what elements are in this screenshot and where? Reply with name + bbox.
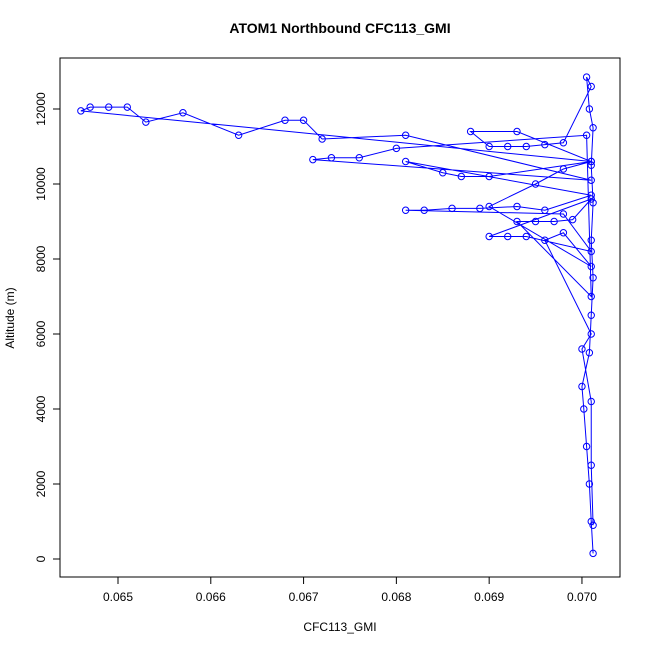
data-point [485, 202, 493, 211]
x-tick-label: 0.068 [381, 590, 411, 604]
y-tick-label: 2000 [34, 470, 48, 497]
data-point [531, 180, 540, 188]
data-point [142, 118, 150, 126]
y-tick-label: 10000 [34, 167, 48, 201]
data-point [392, 144, 401, 153]
data-point [522, 232, 530, 241]
data-point [123, 103, 131, 111]
data-point [401, 157, 410, 166]
data-point [327, 154, 336, 162]
data-point [559, 165, 568, 173]
data-point [485, 232, 493, 241]
data-point [559, 229, 568, 237]
data-point [513, 217, 521, 226]
data-point [420, 206, 428, 214]
data-point [582, 131, 591, 139]
data-point [281, 116, 289, 124]
data-point [504, 232, 512, 241]
data-point [522, 142, 530, 151]
data-point [401, 131, 410, 139]
data-point [513, 127, 521, 136]
y-tick-label: 6000 [34, 320, 48, 347]
data-point [587, 191, 595, 199]
data-point [318, 135, 326, 143]
data-point [585, 480, 594, 488]
x-tick-label: 0.069 [474, 590, 504, 604]
data-point [578, 345, 586, 353]
y-tick-label: 8000 [34, 245, 48, 272]
data-point [355, 154, 363, 162]
data-point [589, 521, 597, 529]
y-axis-label: Altitude (m) [3, 287, 17, 348]
data-point [309, 155, 317, 164]
data-point [587, 176, 595, 184]
data-point [485, 172, 493, 181]
data-point [587, 195, 595, 203]
data-point [587, 397, 595, 406]
data-point [541, 236, 549, 244]
data-point [587, 330, 595, 338]
data-line [80, 76, 594, 554]
data-point [589, 549, 597, 558]
data-point [559, 139, 568, 147]
x-tick-label: 0.066 [196, 590, 226, 604]
x-tick-label: 0.067 [289, 590, 319, 604]
data-point [179, 109, 187, 117]
data-point [587, 236, 595, 244]
y-tick-label: 12000 [34, 92, 48, 126]
data-point [401, 206, 410, 214]
data-point [587, 311, 595, 319]
data-point [582, 73, 591, 81]
data-point [587, 157, 595, 166]
data-point [466, 127, 475, 136]
data-point [580, 405, 588, 413]
data-point [299, 116, 308, 124]
x-tick-label: 0.065 [103, 590, 133, 604]
data-point [86, 103, 94, 111]
data-point [457, 172, 466, 181]
x-axis-label: CFC113_GMI [303, 620, 376, 634]
data-point [585, 349, 594, 357]
y-tick-label: 4000 [34, 395, 48, 422]
data-point [587, 262, 595, 271]
data-point [559, 210, 568, 218]
data-point [513, 202, 521, 211]
data-point [587, 82, 595, 91]
x-tick-label: 0.070 [567, 590, 597, 604]
data-point [485, 142, 493, 151]
plot-frame [59, 57, 621, 578]
data-point [234, 131, 243, 139]
data-point [550, 217, 558, 226]
data-point [587, 517, 595, 526]
data-point [568, 215, 577, 224]
data-point [587, 292, 595, 301]
data-point [587, 247, 595, 256]
data-point [105, 103, 113, 111]
data-point [582, 442, 591, 451]
data-point [531, 217, 540, 226]
data-point [587, 461, 595, 469]
data-point [589, 274, 597, 282]
data-point [476, 204, 484, 213]
data-point [541, 206, 549, 214]
y-tick-label: 0 [34, 555, 48, 562]
data-point [541, 140, 549, 149]
data-point [589, 124, 597, 132]
chart-title: ATOM1 Northbound CFC113_GMI [229, 20, 450, 36]
data-point [439, 169, 447, 177]
data-point [589, 199, 597, 207]
data-point [77, 107, 85, 115]
data-point [587, 161, 595, 169]
data-point [448, 204, 456, 213]
data-point [504, 142, 512, 151]
data-point [585, 105, 594, 113]
data-point [578, 382, 586, 391]
